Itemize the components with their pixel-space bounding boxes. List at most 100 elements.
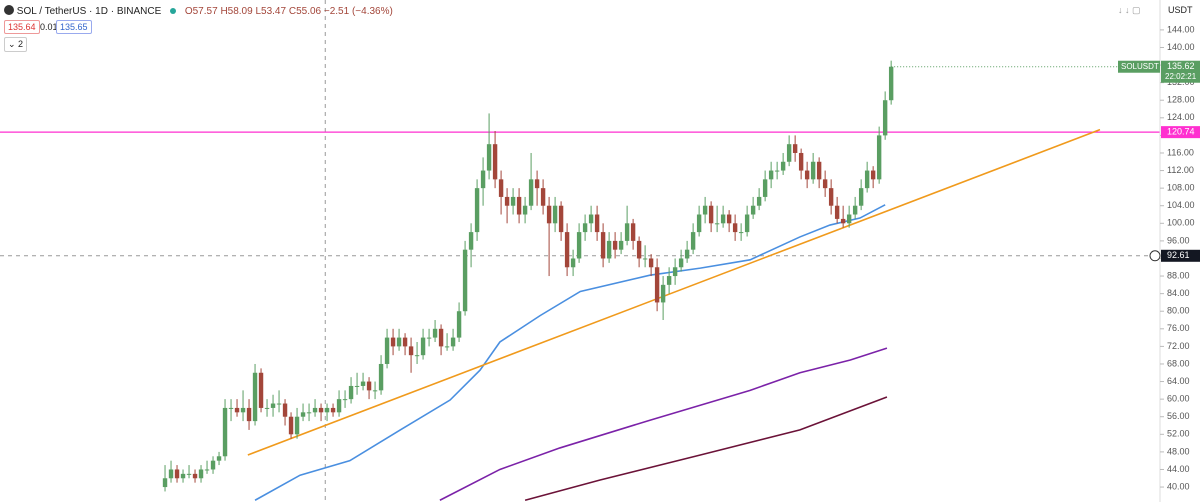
candle-body xyxy=(588,214,594,224)
y-tick-label: 48.00 xyxy=(1167,446,1190,456)
candle-body xyxy=(666,276,672,285)
candle-body xyxy=(726,214,732,224)
y-tick-label: 140.00 xyxy=(1167,42,1195,52)
candle-body xyxy=(558,205,564,233)
candle-body xyxy=(270,403,276,408)
candle-body xyxy=(756,196,762,206)
candle-body xyxy=(582,223,588,233)
candle-body xyxy=(492,144,498,180)
candle-body xyxy=(840,218,846,224)
candle-body xyxy=(312,407,318,413)
candle-body xyxy=(324,407,330,413)
candle-body xyxy=(546,205,552,224)
bid[interactable]: 135.64 xyxy=(4,20,40,34)
candle-body xyxy=(510,196,516,206)
candle-body xyxy=(402,337,408,347)
candle-body xyxy=(288,416,294,435)
candle-body xyxy=(690,232,696,250)
candle-body xyxy=(516,196,522,215)
candle-body xyxy=(354,385,360,387)
symbol[interactable]: SOL / TetherUS · 1D · BINANCE xyxy=(16,6,162,17)
candle-body xyxy=(228,407,234,409)
candle-body xyxy=(474,188,480,233)
y-tick-label: 40.00 xyxy=(1167,481,1190,491)
candle-body xyxy=(378,363,384,391)
y-tick-label: 72.00 xyxy=(1167,341,1190,351)
candle-body xyxy=(576,232,582,259)
candle-body xyxy=(222,407,228,457)
candle-body xyxy=(444,346,450,348)
candle-body xyxy=(162,478,168,488)
candle-body xyxy=(876,135,882,180)
spread: 0.01 xyxy=(40,22,58,32)
ohlc-close: C55.06 xyxy=(288,6,322,17)
candle-body xyxy=(234,407,240,413)
candle-body xyxy=(684,249,690,259)
ask[interactable]: 135.65 xyxy=(56,20,92,34)
candle-body xyxy=(672,267,678,277)
y-tick-label: 60.00 xyxy=(1167,394,1190,404)
y-tick-label: 64.00 xyxy=(1167,376,1190,386)
candle-body xyxy=(660,284,666,303)
candle-body xyxy=(408,346,414,356)
candle-body xyxy=(786,144,792,162)
candle-body xyxy=(294,416,300,435)
candle-body xyxy=(300,412,306,417)
moving-average xyxy=(524,396,888,502)
trendline xyxy=(247,128,1101,456)
candle-body xyxy=(612,240,618,250)
candle-body xyxy=(624,223,630,241)
candle-body xyxy=(834,205,840,219)
y-tick-label: 76.00 xyxy=(1167,323,1190,333)
candle-body xyxy=(366,381,372,391)
crosshair-label-bg xyxy=(1161,249,1200,262)
y-tick-label: 52.00 xyxy=(1167,429,1190,439)
candle-body xyxy=(828,188,834,206)
candle-body xyxy=(702,205,708,215)
candle-body xyxy=(606,240,612,259)
candle-body xyxy=(342,399,348,401)
candle-body xyxy=(678,258,684,268)
candle-body xyxy=(168,469,174,479)
candle-body xyxy=(822,179,828,189)
ohlc-low: L53.47 xyxy=(255,6,287,17)
indicators-toggle[interactable]: ⌄ 2 xyxy=(4,37,28,52)
candle-body xyxy=(654,267,660,303)
status-dot xyxy=(170,8,177,14)
candle-body xyxy=(882,100,888,136)
candle-body xyxy=(570,258,576,268)
candle-body xyxy=(246,407,252,422)
y-tick-label: 56.00 xyxy=(1167,411,1190,421)
candle-body xyxy=(348,385,354,400)
candle-body xyxy=(642,258,648,260)
candle-body xyxy=(198,469,204,479)
candle-body xyxy=(618,240,624,250)
y-tick-label: 44.00 xyxy=(1167,464,1190,474)
candle-body xyxy=(792,144,798,153)
candle-body xyxy=(396,337,402,347)
candle-body xyxy=(714,223,720,225)
candle-body xyxy=(798,152,804,171)
candle-body xyxy=(630,223,636,241)
toolbar-icons[interactable]: ↓ ↓ ▢ xyxy=(1118,5,1141,15)
candle-body xyxy=(486,144,492,171)
y-tick-label: 100.00 xyxy=(1167,218,1195,228)
candle-body xyxy=(174,469,180,479)
candle-body xyxy=(264,407,270,409)
candle-body xyxy=(858,188,864,206)
y-tick-label: 68.00 xyxy=(1167,358,1190,368)
symbol-label: SOLUSDT xyxy=(1121,62,1159,71)
candle-body xyxy=(504,196,510,206)
ohlc-change: −2.51 (−4.36%) xyxy=(323,6,393,17)
candle-body xyxy=(384,337,390,364)
candle-body xyxy=(744,214,750,233)
candle-body xyxy=(804,170,810,180)
currency[interactable]: USDT xyxy=(1168,5,1193,15)
candle-body xyxy=(696,214,702,233)
price-line-label-bg xyxy=(1161,126,1200,139)
indicators-count: 2 xyxy=(18,39,24,49)
candle-body xyxy=(360,381,366,386)
candle-body xyxy=(750,205,756,215)
candle-body xyxy=(648,258,654,268)
y-tick-label: 144.00 xyxy=(1167,24,1195,34)
